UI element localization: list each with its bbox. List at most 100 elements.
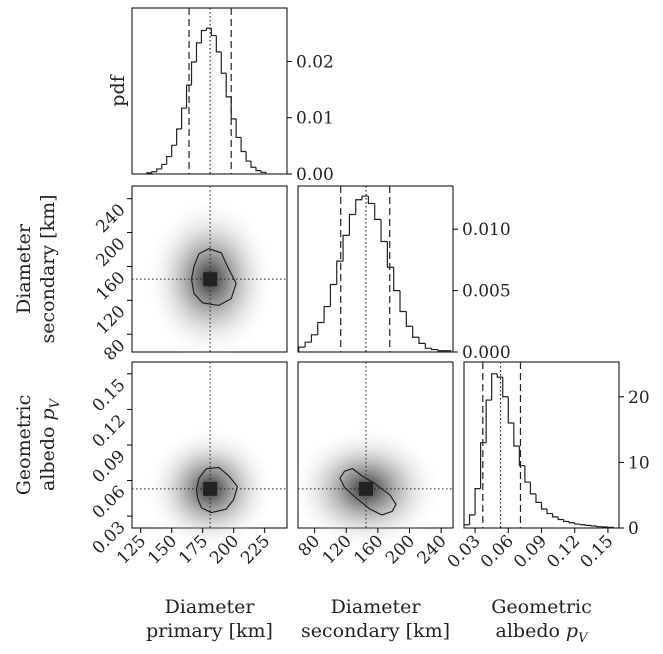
histogram-bin xyxy=(250,161,256,168)
histogram-bin xyxy=(195,42,202,63)
histogram-bin xyxy=(563,519,570,523)
histogram-bin xyxy=(361,195,369,200)
histogram-bin xyxy=(491,373,498,401)
y-tick-label: 0.15 xyxy=(89,375,130,416)
axis-label-text: albedo xyxy=(37,427,59,491)
y-tick-label: 0.12 xyxy=(89,411,130,452)
axis-label-text: primary [km] xyxy=(146,620,273,642)
y-tick-label: 0.00 xyxy=(296,165,334,185)
y-tick-label: 0.06 xyxy=(89,482,130,523)
histogram-bin xyxy=(190,61,197,86)
axis-label-text: albedo xyxy=(496,620,560,642)
axis-label-line: secondary [km] xyxy=(37,194,59,343)
axis-label-symbol: p xyxy=(566,620,578,642)
axis-label-text: Geometric xyxy=(491,596,592,618)
density-peak xyxy=(203,481,218,496)
y-axis-label: pdf xyxy=(107,73,129,106)
histogram-bin xyxy=(585,524,592,526)
axis-label-symbol: p xyxy=(37,408,59,420)
histogram-bin xyxy=(496,373,503,378)
histogram-bin xyxy=(310,334,318,343)
axis-label-line: albedo pV xyxy=(37,397,63,491)
axis-label-text: Geometric xyxy=(13,395,35,496)
axis-label-text: secondary [km] xyxy=(301,620,450,642)
y-tick-label: 80 xyxy=(100,336,129,365)
contour xyxy=(339,468,397,516)
x-tick-label: 0.09 xyxy=(510,531,551,572)
histogram-bin xyxy=(535,493,542,504)
axis-label-text: Diameter xyxy=(331,596,422,618)
contour xyxy=(190,248,237,307)
histogram-bin xyxy=(596,526,603,528)
histogram-bin xyxy=(405,311,413,327)
histogram-bin xyxy=(590,525,597,527)
y-tick-label: 120 xyxy=(92,302,129,339)
histogram-bin xyxy=(348,213,356,236)
histogram-bin xyxy=(444,350,452,352)
histogram-bin xyxy=(235,118,242,139)
y-tick-label: 0.005 xyxy=(462,282,511,302)
y-axis-label: Geometric albedo pV xyxy=(13,395,63,496)
histogram-bin xyxy=(342,234,350,262)
histogram-bin xyxy=(568,521,575,524)
histogram-bin xyxy=(161,163,167,169)
axis-label-subscript: V xyxy=(578,631,589,646)
y-tick-label: 0 xyxy=(628,519,639,539)
histogram-bin xyxy=(386,241,394,268)
histogram-bin xyxy=(329,283,337,307)
histogram-bin xyxy=(574,522,581,525)
axis-label-line: Diameter xyxy=(13,223,35,314)
histogram-bin xyxy=(230,96,237,120)
histogram-bin xyxy=(424,343,432,349)
y-axis-label: Diameter secondary [km] xyxy=(13,194,59,343)
axis-label-subscript: V xyxy=(48,397,63,408)
histogram-bin xyxy=(304,341,312,348)
axis-label-line: primary [km] xyxy=(146,620,273,642)
axis-label-line: Geometric xyxy=(13,395,35,496)
histogram-bin xyxy=(181,107,187,129)
histogram-bin xyxy=(480,442,487,489)
histogram-bin xyxy=(323,305,331,323)
histogram-bin xyxy=(507,396,514,424)
histogram-bin xyxy=(151,171,157,173)
y-tick-label: 200 xyxy=(92,234,129,271)
histogram-bin xyxy=(380,219,388,243)
histogram-bin xyxy=(557,516,564,521)
histogram-bin xyxy=(355,199,363,215)
histogram-bin xyxy=(220,51,227,74)
histogram-bin xyxy=(437,349,445,352)
axis-label-text: Diameter xyxy=(165,596,256,618)
histogram-bin xyxy=(399,290,407,313)
histogram-bin xyxy=(529,482,536,495)
y-tick-label: 0.010 xyxy=(462,220,511,240)
histogram-bin xyxy=(298,346,306,352)
histogram-bin xyxy=(463,524,470,528)
histogram-bin xyxy=(418,337,426,345)
histogram-bin xyxy=(393,267,401,292)
histogram-bin xyxy=(518,445,525,467)
histogram-bin xyxy=(607,526,615,528)
histogram-bin xyxy=(336,260,344,285)
histogram-bin xyxy=(412,326,419,338)
panel-frame xyxy=(131,7,288,175)
histogram-bin xyxy=(317,321,325,335)
axis-label-text: Diameter xyxy=(13,223,35,314)
x-tick-label: 0.12 xyxy=(543,531,584,572)
histogram-bin xyxy=(255,167,261,172)
histogram-bin xyxy=(166,155,172,165)
histogram-bin xyxy=(156,168,162,172)
histogram-bin xyxy=(485,399,492,443)
x-tick-label: 0.03 xyxy=(444,531,485,572)
axis-label-line: Geometric xyxy=(491,596,592,618)
histogram-bin xyxy=(524,465,531,483)
histogram-bin xyxy=(260,170,267,174)
axis-label-line: Diameter xyxy=(331,596,422,618)
histogram-bin xyxy=(502,377,509,398)
histogram-bin xyxy=(210,28,217,37)
histogram-bin xyxy=(374,203,382,220)
histogram-bin xyxy=(215,35,222,53)
y-tick-label: 0.02 xyxy=(296,52,334,72)
